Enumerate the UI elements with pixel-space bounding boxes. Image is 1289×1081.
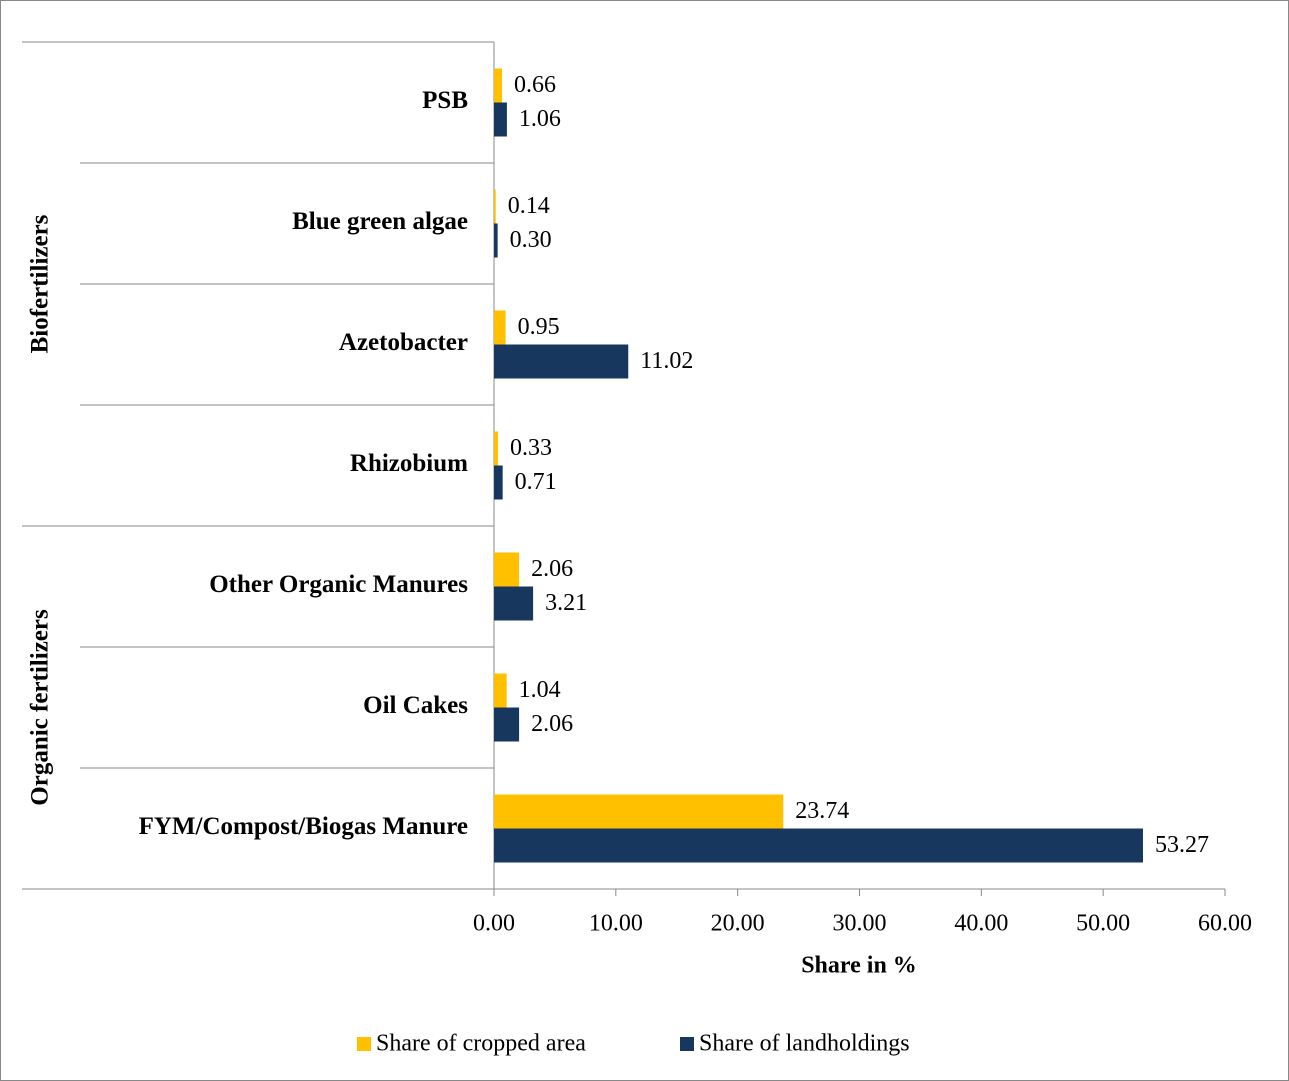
- bar: [494, 707, 520, 742]
- data-label: 23.74: [795, 798, 849, 824]
- category-label: Blue green algae: [292, 208, 468, 235]
- bar: [494, 673, 507, 708]
- bar: [494, 68, 503, 103]
- legend-swatch: [357, 1037, 371, 1051]
- bar: [494, 223, 498, 258]
- x-tick-label: 30.00: [833, 911, 887, 937]
- bar: [494, 189, 496, 224]
- group-label: Organic fertilizers: [27, 609, 54, 806]
- x-tick-label: 60.00: [1198, 911, 1252, 937]
- data-label: 0.95: [518, 314, 560, 340]
- category-label: FYM/Compost/Biogas Manure: [139, 813, 468, 840]
- bar: [494, 828, 1144, 863]
- data-label: 0.71: [515, 469, 557, 495]
- x-tick-label: 0.00: [473, 911, 515, 937]
- bar: [494, 794, 784, 829]
- data-label: 1.04: [519, 677, 561, 703]
- category-label: Azetobacter: [339, 329, 468, 356]
- x-tick-label: 40.00: [954, 911, 1008, 937]
- group-label: Biofertilizers: [27, 214, 54, 353]
- data-label: 11.02: [640, 348, 693, 374]
- bar: [494, 586, 534, 621]
- data-label: 2.06: [531, 711, 573, 737]
- x-tick-label: 50.00: [1076, 911, 1130, 937]
- x-tick-label: 10.00: [589, 911, 643, 937]
- data-label: 0.14: [508, 193, 550, 219]
- x-tick-label: 20.00: [711, 911, 765, 937]
- bar: [494, 102, 507, 137]
- legend-swatch: [680, 1037, 694, 1051]
- bar: [494, 465, 503, 500]
- data-label: 3.21: [545, 590, 587, 616]
- bar: [494, 431, 499, 466]
- category-label: PSB: [422, 87, 468, 114]
- bar: [494, 552, 520, 587]
- data-label: 1.06: [519, 106, 561, 132]
- category-label: Other Organic Manures: [209, 571, 468, 598]
- data-label: 2.06: [531, 556, 573, 582]
- legend-label: Share of cropped area: [376, 1031, 586, 1057]
- data-label: 0.66: [514, 72, 556, 98]
- bar: [494, 310, 506, 345]
- data-label: 0.33: [510, 435, 552, 461]
- data-label: 0.30: [510, 227, 552, 253]
- bar: [494, 344, 629, 379]
- data-label: 53.27: [1155, 832, 1209, 858]
- category-label: Rhizobium: [350, 450, 468, 477]
- category-label: Oil Cakes: [363, 692, 468, 719]
- x-axis-title: Share in %: [801, 953, 917, 979]
- legend-label: Share of landholdings: [699, 1031, 910, 1057]
